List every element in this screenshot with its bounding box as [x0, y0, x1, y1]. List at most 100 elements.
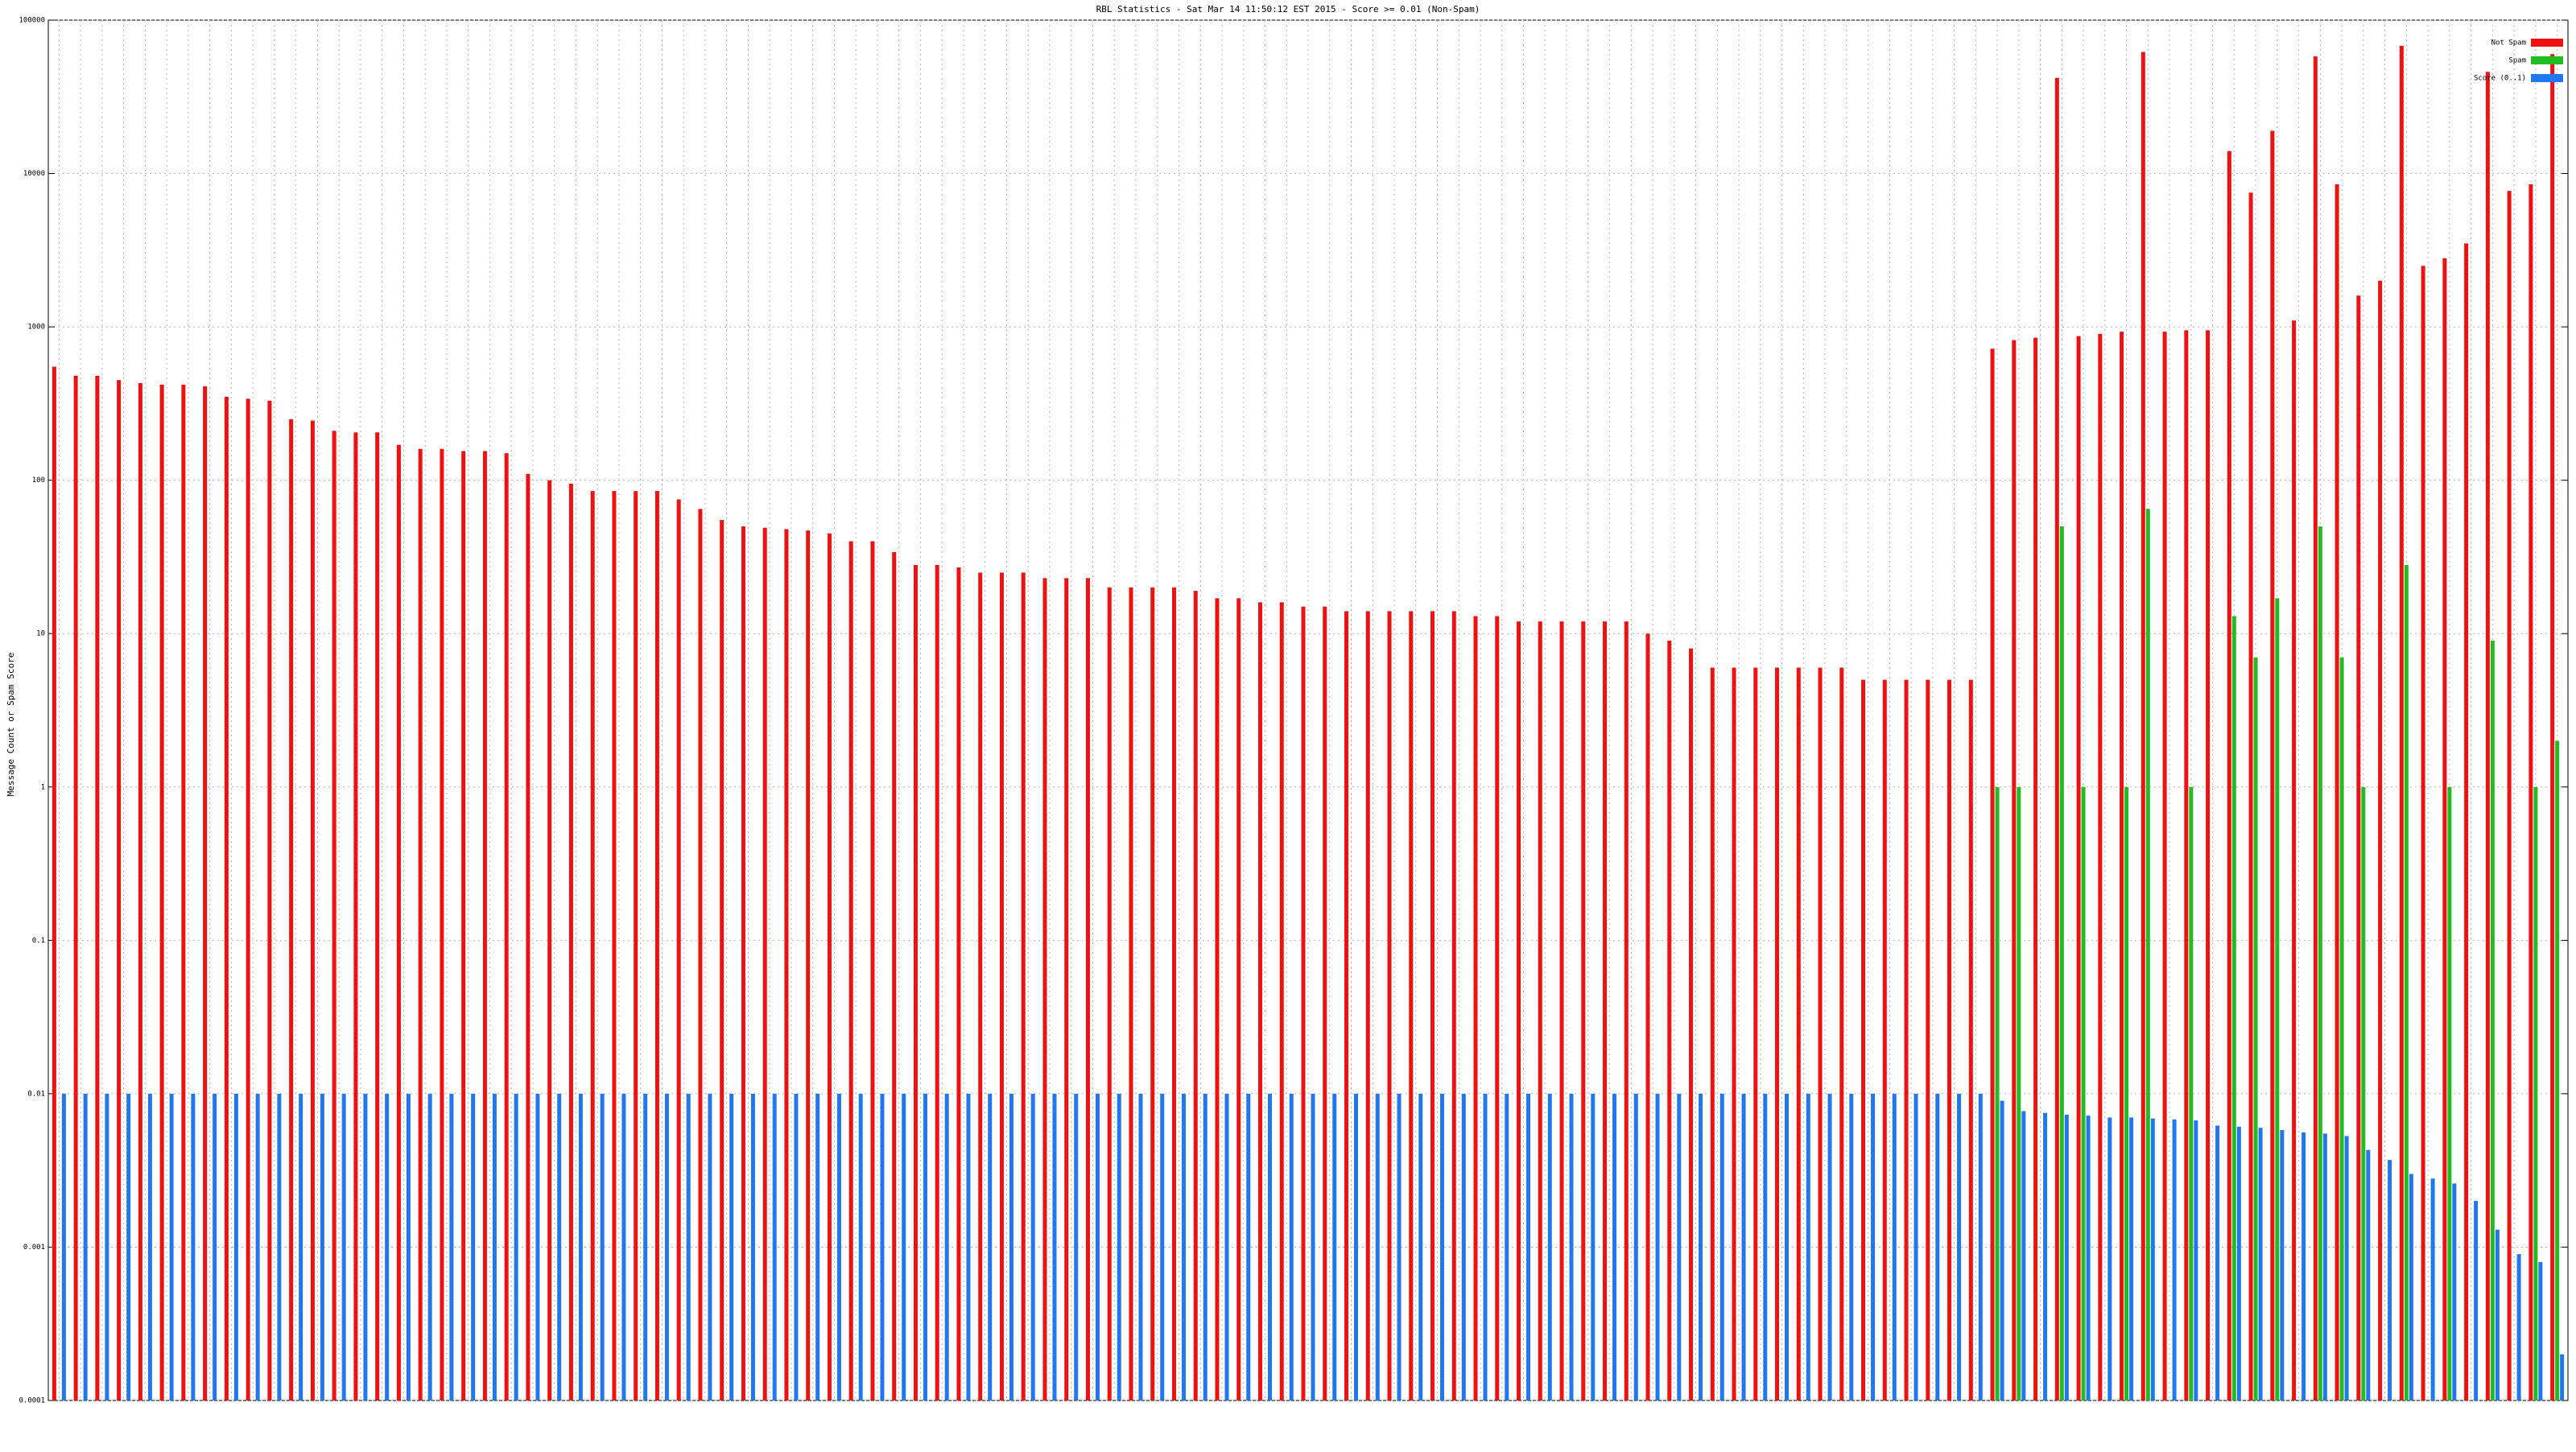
y-tick-label: 100000	[19, 17, 45, 25]
bar	[568, 483, 573, 1400]
bar	[612, 491, 617, 1401]
bar	[2275, 598, 2280, 1400]
bar	[83, 1093, 88, 1400]
bar	[1957, 1093, 1962, 1400]
bar	[2507, 191, 2512, 1400]
bar	[1473, 616, 1478, 1400]
y-tick-label: 10	[36, 630, 45, 638]
bar	[1129, 587, 1133, 1400]
bar	[353, 432, 358, 1400]
bar	[105, 1093, 109, 1400]
bar	[2194, 1120, 2198, 1400]
bar	[1236, 598, 1241, 1400]
bar	[902, 1093, 906, 1400]
bar	[159, 384, 164, 1400]
bar	[1451, 611, 1456, 1400]
bar	[2280, 1129, 2285, 1400]
legend-swatch	[2531, 74, 2563, 82]
bar	[396, 444, 401, 1400]
bar	[1538, 621, 1542, 1400]
bar	[2339, 657, 2344, 1400]
bar	[1171, 587, 1176, 1400]
bar	[1107, 587, 1112, 1400]
bar	[310, 420, 315, 1400]
bar	[654, 491, 659, 1401]
bar	[944, 1093, 949, 1400]
bar	[2361, 786, 2366, 1400]
bar	[1344, 611, 1349, 1400]
bar	[634, 491, 638, 1401]
bar	[2124, 786, 2129, 1400]
bar	[2081, 786, 2086, 1400]
bar	[1009, 1093, 1013, 1400]
bar	[2172, 1119, 2177, 1400]
bar	[1559, 621, 1564, 1400]
bar	[1861, 679, 1866, 1400]
bar	[578, 1093, 583, 1400]
bar	[289, 419, 294, 1401]
legend-label: Not Spam	[2491, 39, 2526, 47]
bar	[1741, 1093, 1746, 1400]
bar	[741, 526, 745, 1401]
bar	[2120, 332, 2124, 1401]
bar	[1021, 572, 1026, 1400]
bar	[1030, 1093, 1035, 1400]
bar	[1775, 667, 1780, 1400]
bar	[1633, 1093, 1638, 1400]
bar	[1904, 679, 1909, 1400]
bar	[1095, 1093, 1100, 1400]
bar	[784, 529, 789, 1400]
bar	[2399, 45, 2404, 1400]
bar	[1689, 648, 1694, 1400]
bar	[2107, 1117, 2112, 1400]
bar	[1074, 1093, 1079, 1400]
bar	[664, 1093, 669, 1400]
bar	[988, 1093, 993, 1400]
bar	[52, 366, 56, 1401]
bar	[2529, 184, 2533, 1401]
bar	[1763, 1093, 1768, 1400]
bar	[836, 1093, 841, 1400]
bar	[2322, 1133, 2327, 1400]
bar	[504, 453, 509, 1400]
bar	[1193, 591, 1198, 1400]
bar	[341, 1093, 346, 1400]
bar	[95, 375, 100, 1401]
bar	[471, 1093, 476, 1400]
bar	[720, 520, 724, 1400]
bar	[233, 1093, 238, 1400]
bar	[1581, 621, 1586, 1400]
bar	[1849, 1093, 1854, 1400]
bar	[621, 1093, 626, 1400]
bar	[1871, 1093, 1876, 1400]
bar	[2076, 336, 2081, 1401]
bar	[956, 567, 961, 1400]
bar	[1517, 621, 1521, 1400]
bar	[2388, 1160, 2392, 1400]
bar	[1968, 679, 1973, 1400]
bar	[827, 533, 832, 1400]
y-tick-label: 1	[41, 783, 45, 791]
bar	[1332, 1093, 1337, 1400]
bar	[2270, 130, 2275, 1401]
bar	[2033, 337, 2038, 1400]
bar	[1796, 667, 1801, 1400]
bar	[2404, 565, 2409, 1400]
bar	[1279, 602, 1284, 1400]
bar	[815, 1093, 820, 1400]
bar	[1375, 1093, 1380, 1400]
bar	[2012, 340, 2017, 1400]
bar	[1818, 667, 1823, 1400]
bar	[750, 1093, 755, 1400]
bar	[2464, 243, 2469, 1400]
bar	[1311, 1093, 1315, 1400]
bar	[913, 565, 918, 1400]
bar	[2162, 332, 2167, 1401]
bar	[762, 527, 767, 1400]
bar	[117, 380, 122, 1401]
bar	[2248, 192, 2253, 1401]
bar	[1827, 1093, 1832, 1400]
bar	[526, 473, 530, 1400]
bar	[978, 572, 983, 1400]
bar	[2253, 657, 2258, 1400]
